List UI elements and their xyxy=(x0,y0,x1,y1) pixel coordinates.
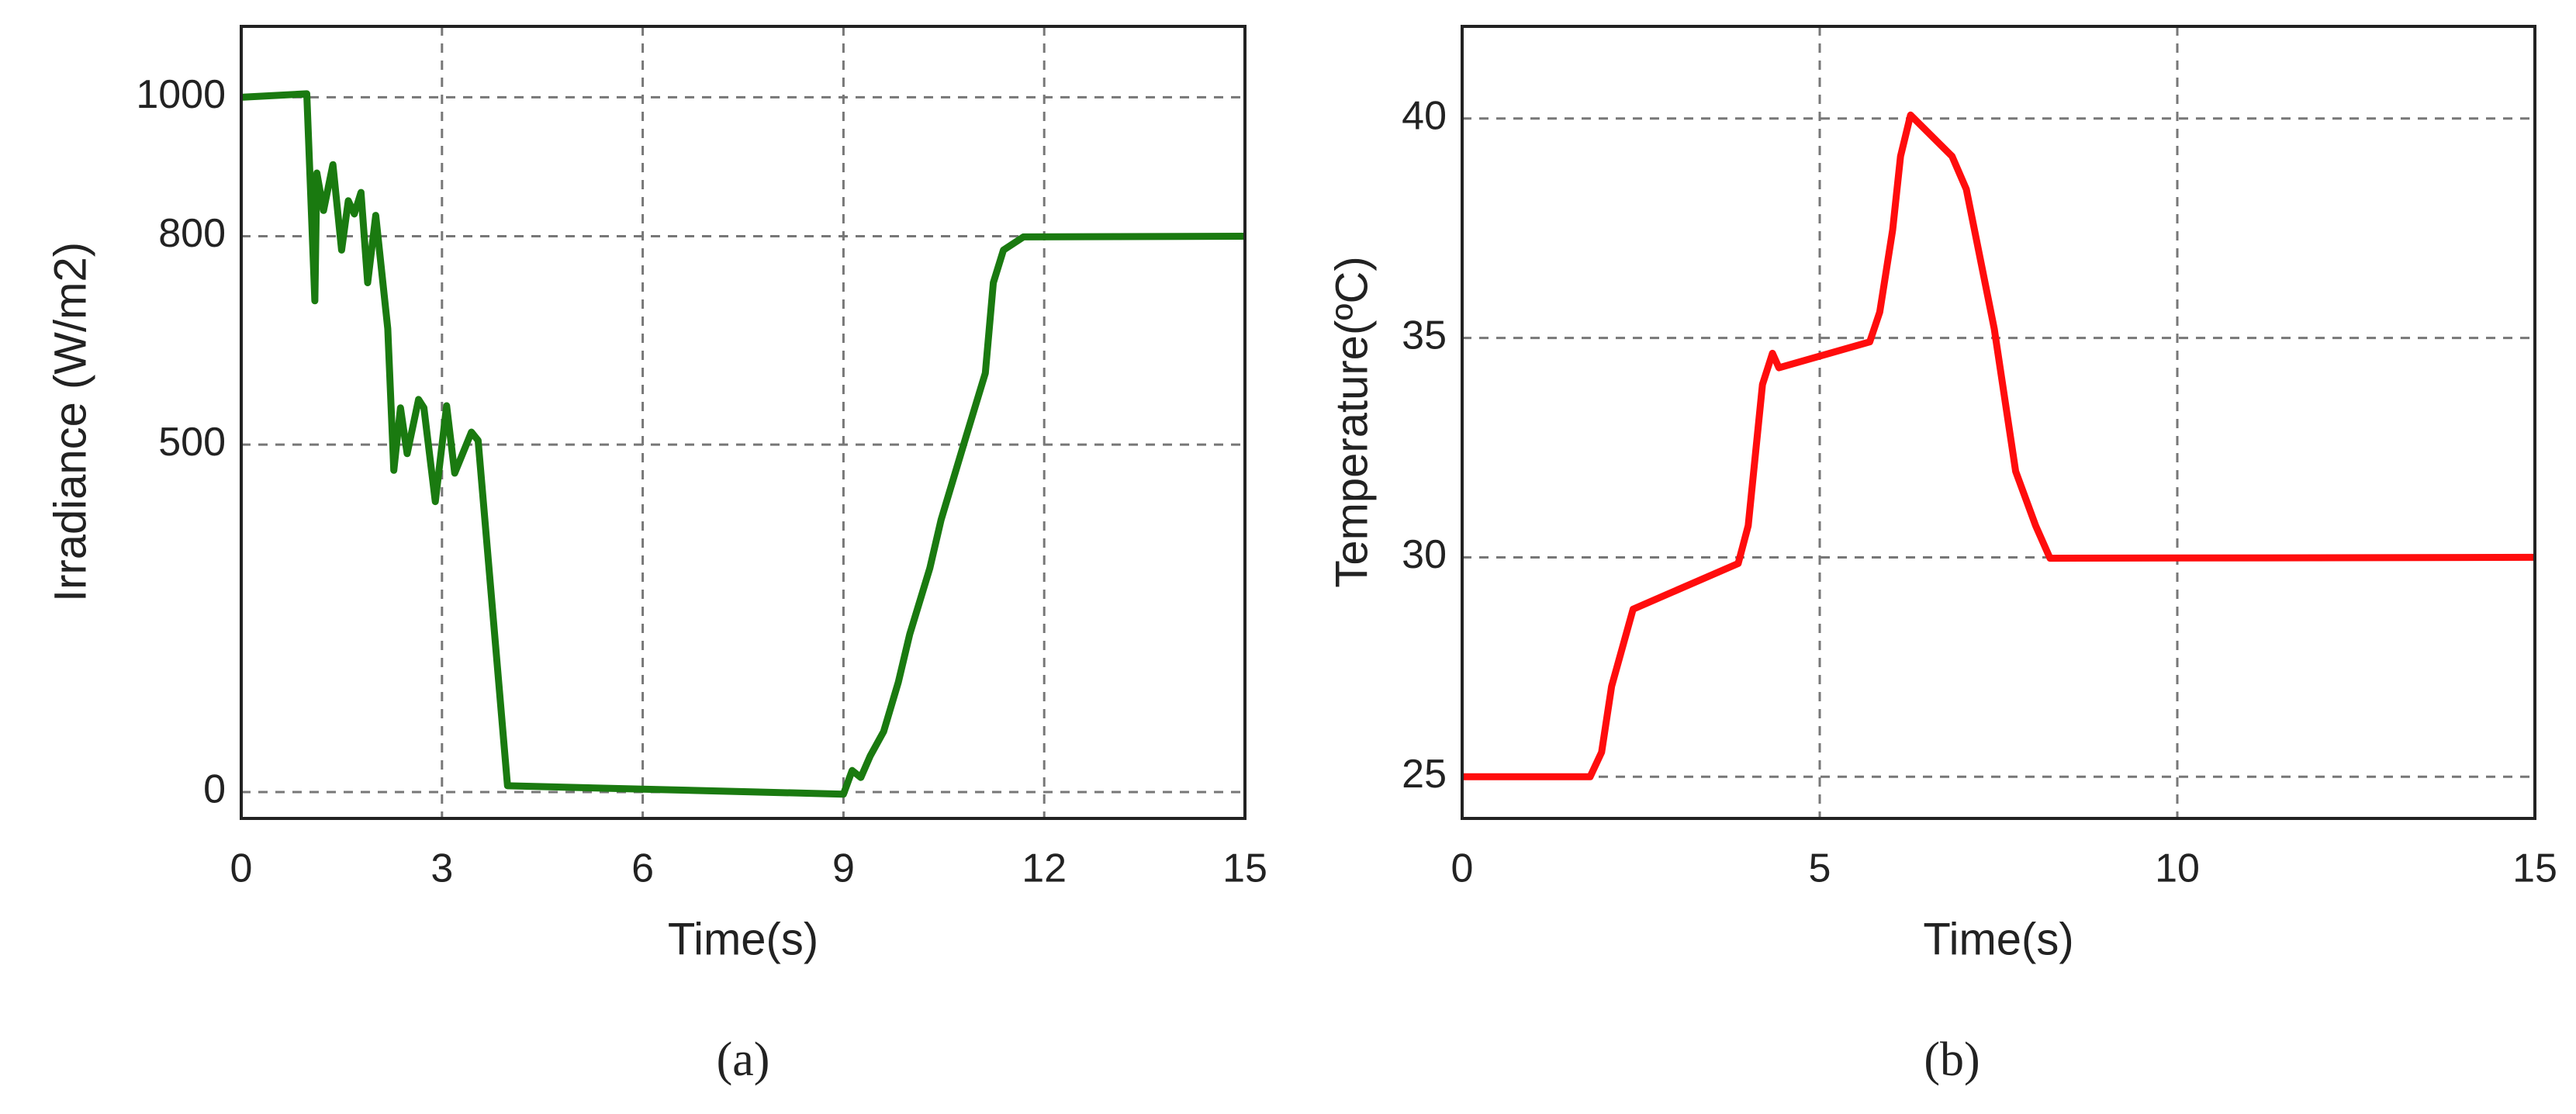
x-tick-label: 9 xyxy=(832,846,855,891)
x-tick-label: 3 xyxy=(430,846,453,891)
y-tick-label: 25 xyxy=(1402,752,1447,797)
x-tick-label: 15 xyxy=(2512,846,2557,891)
y-tick-label: 35 xyxy=(1402,313,1447,358)
y-tick-label: 0 xyxy=(203,767,226,812)
x-tick-label: 0 xyxy=(1451,846,1474,891)
y-tick-label: 800 xyxy=(158,211,226,256)
y-tick-label: 40 xyxy=(1402,94,1447,139)
x-tick-label: 15 xyxy=(1222,846,1267,891)
x-axis-title: Time(s) xyxy=(1923,914,2073,964)
plot-frame xyxy=(1461,25,2536,820)
x-tick-label: 0 xyxy=(230,846,253,891)
x-tick-label: 5 xyxy=(1809,846,1831,891)
data-line xyxy=(240,90,1246,798)
y-tick-label: 500 xyxy=(158,420,226,465)
x-tick-label: 6 xyxy=(631,846,654,891)
y-tick-label: 30 xyxy=(1402,532,1447,577)
y-axis-title: Irradiance (W/m2) xyxy=(45,242,95,602)
x-tick-label: 10 xyxy=(2155,846,2200,891)
caption: (a) xyxy=(717,1033,770,1086)
caption: (b) xyxy=(1924,1033,1980,1086)
x-axis-title: Time(s) xyxy=(668,914,818,964)
plot-frame xyxy=(240,25,1247,820)
y-tick-label: 1000 xyxy=(136,72,226,117)
x-tick-label: 12 xyxy=(1022,846,1067,891)
y-axis-title: Temperature(ºC) xyxy=(1326,256,1377,587)
data-line xyxy=(1462,111,2536,780)
